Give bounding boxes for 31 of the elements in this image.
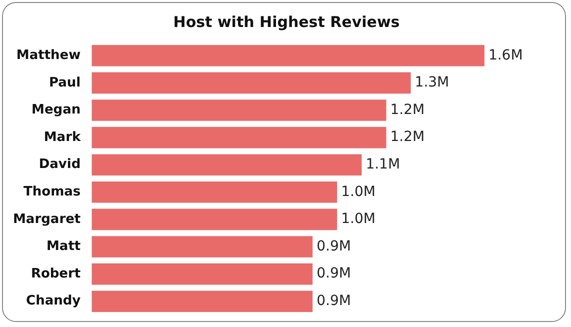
- data-label: 1.6M: [488, 47, 523, 64]
- data-label: 1.0M: [341, 184, 376, 200]
- bar: [92, 208, 338, 230]
- y-tick-label: Matthew: [16, 48, 81, 64]
- y-tick-label: Megan: [32, 102, 81, 118]
- bar: [92, 263, 313, 285]
- data-label: 1.0M: [341, 211, 376, 228]
- y-tick-label: Thomas: [24, 184, 81, 200]
- data-label: 1.2M: [390, 102, 425, 118]
- y-tick-label: Matt: [46, 239, 81, 254]
- bar: [92, 290, 313, 312]
- bar: [92, 45, 484, 66]
- y-tick-label: Paul: [48, 75, 81, 90]
- y-tick-label: David: [38, 157, 81, 172]
- bar: [92, 154, 362, 176]
- chart-title: Host with Highest Reviews: [173, 12, 400, 31]
- bar: [92, 72, 411, 94]
- y-tick-label: Chandy: [26, 294, 82, 309]
- y-tick-label: Robert: [30, 266, 81, 282]
- data-label: 0.9M: [316, 292, 351, 309]
- bar: [92, 182, 338, 203]
- data-label: 0.9M: [316, 238, 351, 254]
- data-label: 1.2M: [390, 129, 425, 146]
- y-tick-label: Margaret: [13, 212, 81, 227]
- y-tick-label: Mark: [44, 130, 81, 145]
- bar: [92, 236, 313, 258]
- data-label: 1.1M: [366, 156, 400, 172]
- bar: [92, 126, 386, 148]
- bar: [92, 100, 386, 121]
- data-label: 0.9M: [316, 266, 351, 282]
- data-label: 1.3M: [414, 74, 450, 91]
